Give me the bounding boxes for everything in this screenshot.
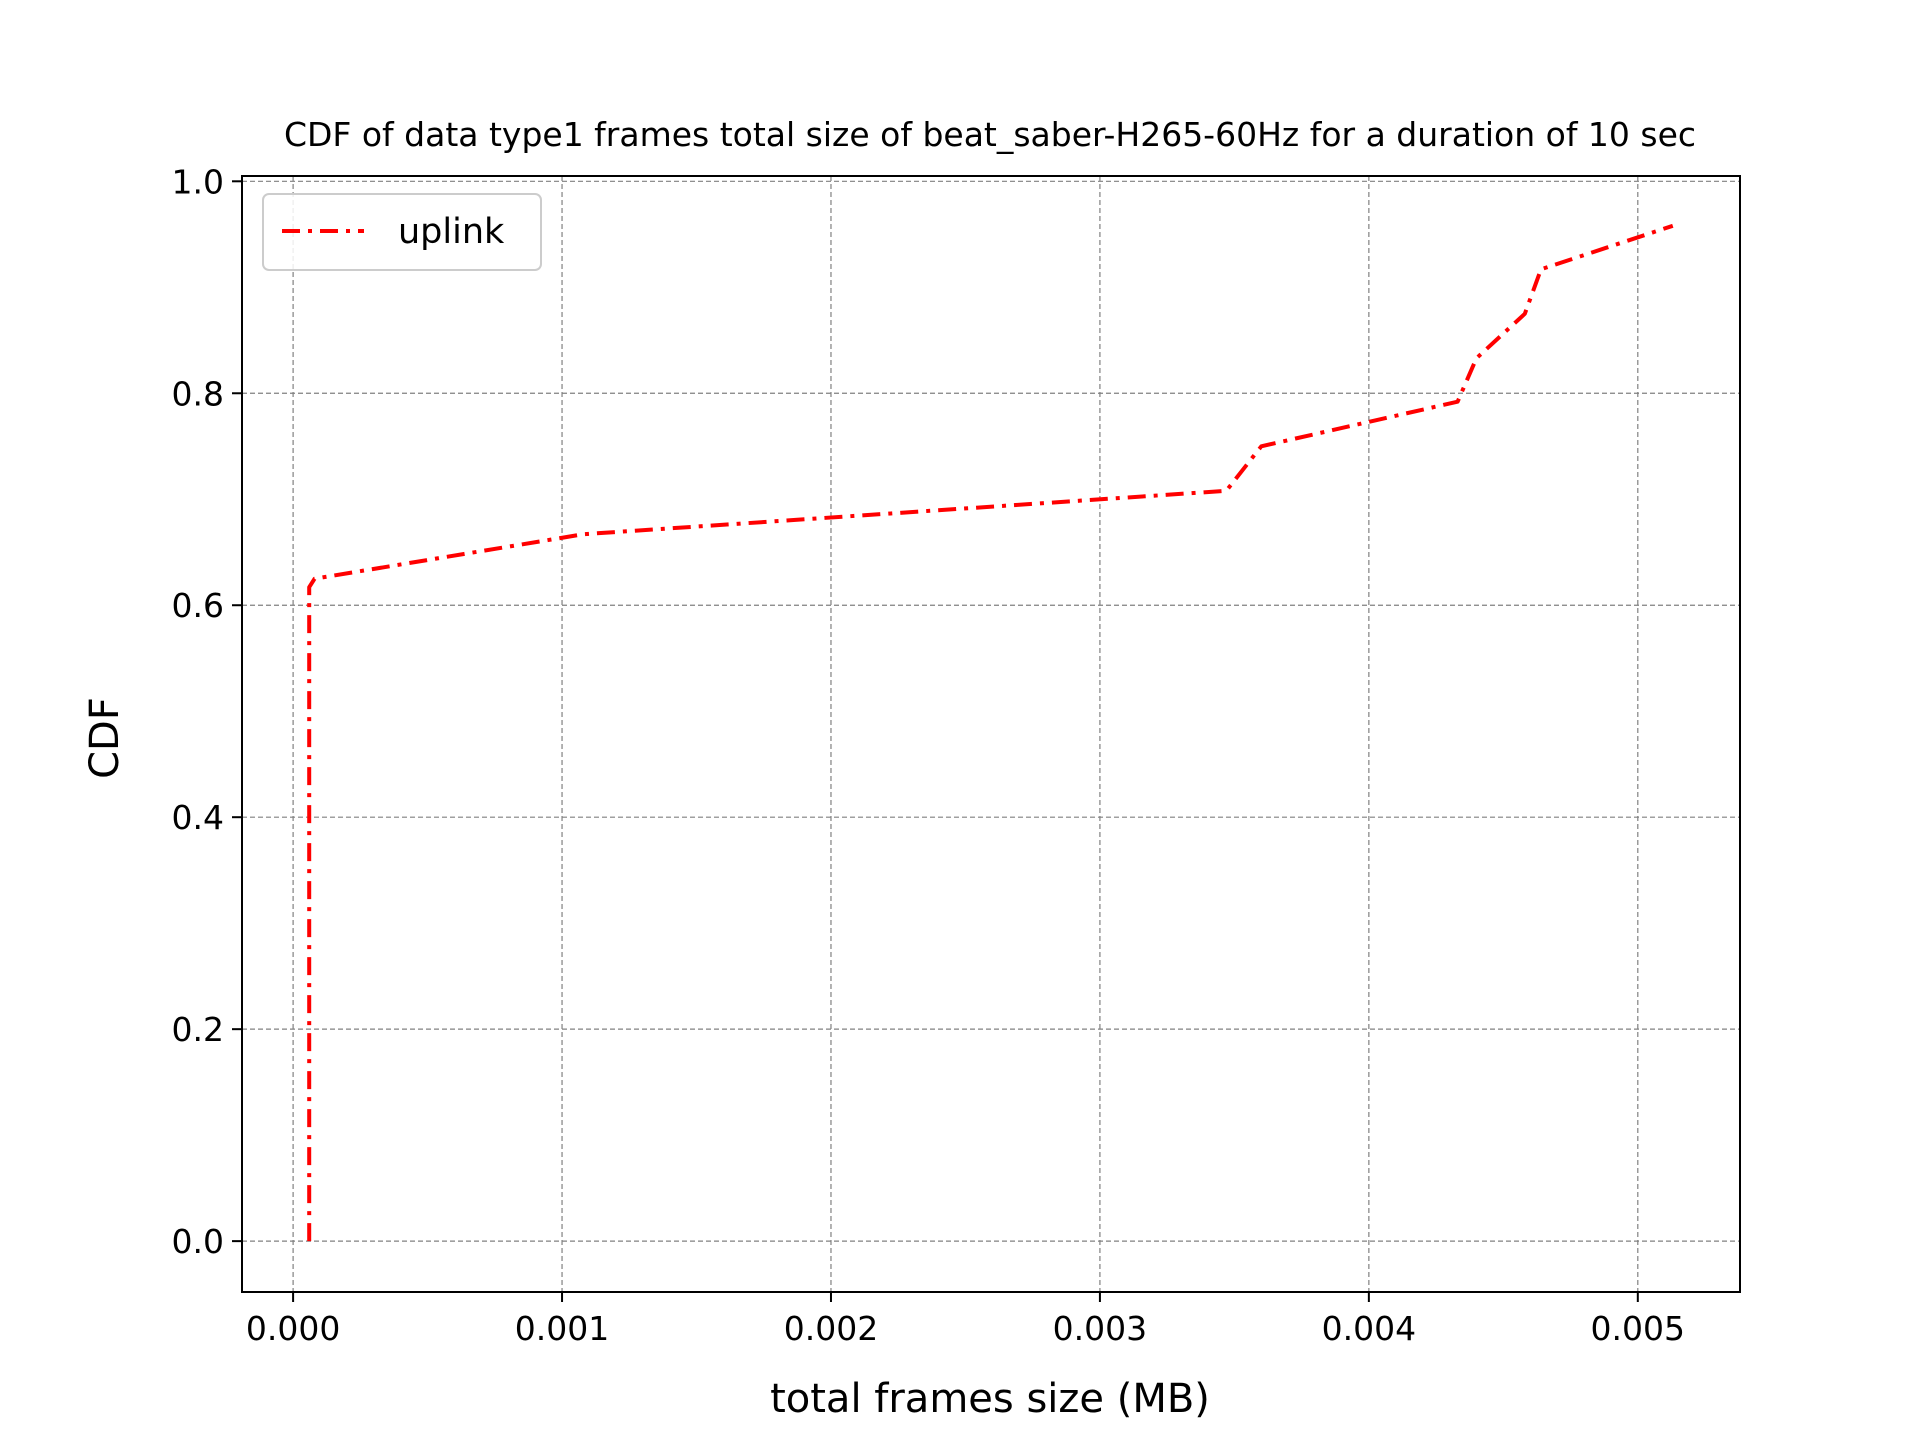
x-tick-label: 0.001 bbox=[515, 1309, 609, 1348]
chart-title: CDF of data type1 frames total size of b… bbox=[284, 115, 1696, 154]
plot-area-frame bbox=[241, 175, 1741, 1293]
y-axis-ticks: 0.0 0.2 0.4 0.6 0.8 1.0 bbox=[172, 162, 242, 1261]
y-tick-label: 0.2 bbox=[172, 1010, 224, 1049]
legend-label-uplink: uplink bbox=[398, 212, 505, 252]
x-axis-title: total frames size (MB) bbox=[770, 1376, 1210, 1422]
series-line-uplink bbox=[307, 223, 1674, 1242]
y-tick-label: 0.4 bbox=[172, 798, 224, 837]
y-axis-title: CDF bbox=[82, 697, 128, 779]
y-tick-label: 0.0 bbox=[172, 1222, 224, 1261]
y-tick-label: 0.8 bbox=[172, 374, 224, 413]
x-axis-ticks: 0.000 0.001 0.002 0.003 0.004 0.005 bbox=[246, 1292, 1685, 1348]
legend: uplink bbox=[262, 193, 542, 271]
x-tick-label: 0.002 bbox=[784, 1309, 878, 1348]
legend-box bbox=[262, 193, 542, 271]
x-tick-label: 0.005 bbox=[1591, 1309, 1685, 1348]
x-tick-label: 0.000 bbox=[246, 1309, 340, 1348]
series-layer bbox=[307, 223, 1674, 1242]
x-tick-label: 0.003 bbox=[1053, 1309, 1147, 1348]
y-tick-label: 0.6 bbox=[172, 586, 224, 625]
grid bbox=[242, 176, 1740, 1292]
x-tick-label: 0.004 bbox=[1322, 1309, 1416, 1348]
y-tick-label: 1.0 bbox=[172, 162, 224, 201]
